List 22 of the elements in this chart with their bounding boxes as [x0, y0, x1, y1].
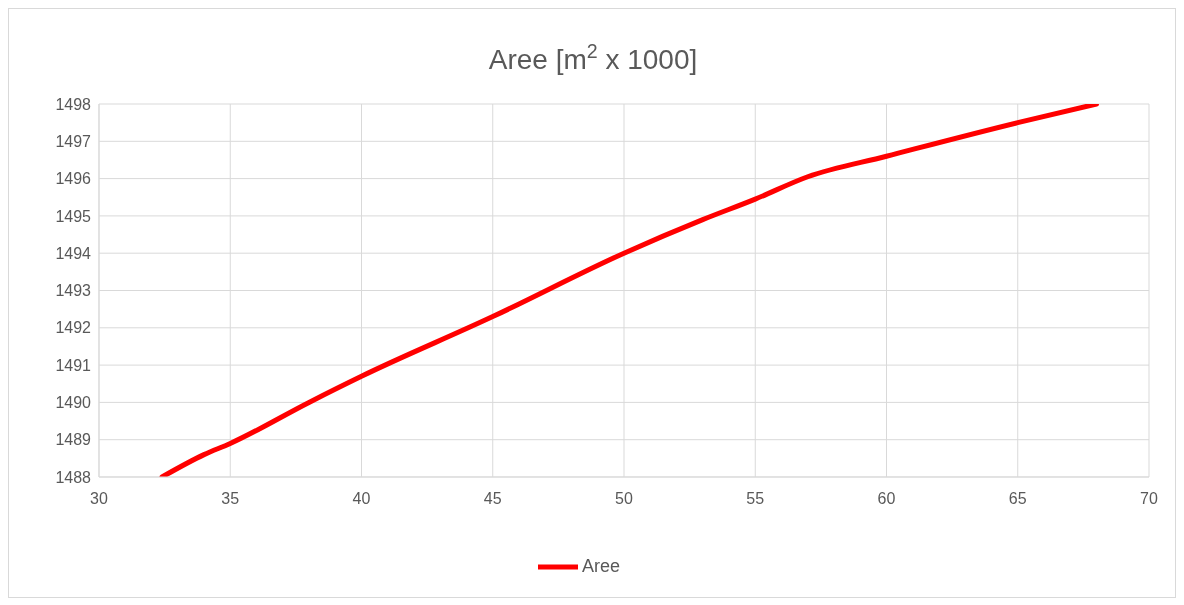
x-tick-label: 60: [877, 490, 896, 508]
x-tick-label: 50: [615, 490, 633, 508]
x-tick-label: 55: [746, 490, 765, 508]
y-tick-label: 1496: [55, 170, 92, 188]
x-tick-label: 70: [1140, 490, 1158, 508]
y-tick-label: 1498: [55, 95, 92, 113]
x-tick-label: 65: [1008, 490, 1027, 508]
x-tick-label: 40: [352, 490, 371, 508]
x-tick-label: 35: [221, 490, 240, 508]
y-tick-label: 1493: [55, 282, 92, 300]
y-tick-label: 1495: [55, 207, 92, 225]
y-tick-label: 1492: [55, 319, 92, 337]
y-tick-label: 1497: [55, 132, 92, 150]
y-tick-label: 1488: [55, 468, 92, 486]
legend-label: Aree: [581, 555, 621, 576]
x-tick-label: 30: [90, 490, 108, 508]
y-tick-label: 1491: [55, 356, 92, 374]
y-tick-label: 1489: [55, 431, 92, 449]
y-tick-label: 1490: [55, 394, 92, 412]
chart-title: Aree [m$^{2}$ x 1000]: [488, 40, 698, 75]
x-tick-label: 45: [483, 490, 502, 508]
y-tick-label: 1494: [55, 244, 92, 262]
